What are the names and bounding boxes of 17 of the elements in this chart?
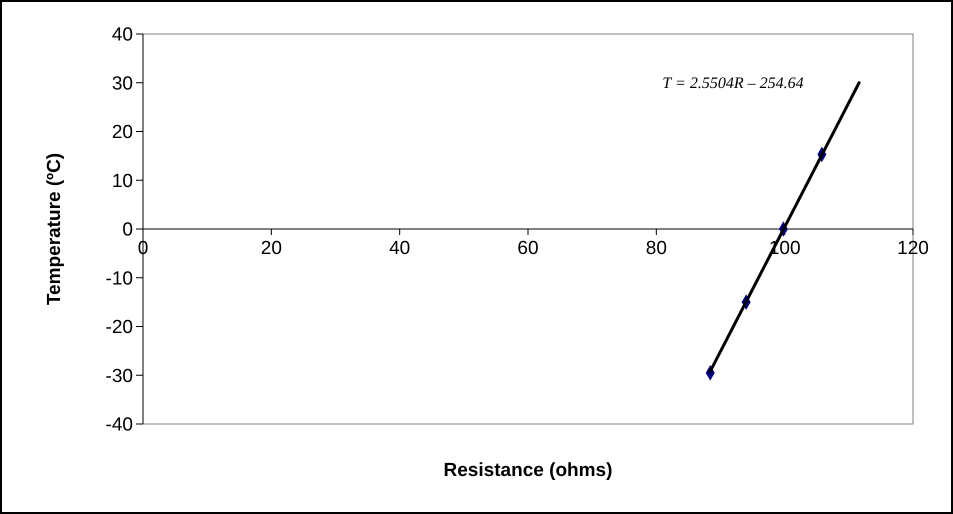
- y-axis-title: Temperature (ºC): [44, 152, 65, 306]
- x-tick-label: 80: [646, 238, 667, 259]
- y-tick-label: -10: [106, 268, 133, 290]
- y-tick-label: 0: [122, 220, 133, 241]
- x-axis-title: Resistance (ohms): [444, 460, 612, 481]
- x-tick-label: 60: [517, 238, 539, 259]
- y-tick-label: -30: [106, 366, 133, 387]
- annotation: T = 2.5504R – 254.64: [662, 75, 804, 92]
- y-tick-label: 20: [112, 122, 133, 144]
- y-tick-label: -20: [106, 317, 133, 338]
- x-tick-label: 40: [389, 238, 410, 259]
- x-tick-label: 20: [260, 238, 282, 259]
- y-tick-label: -40: [106, 414, 133, 436]
- x-tick-label: 120: [897, 238, 929, 259]
- y-tick-label: 40: [112, 24, 133, 46]
- y-tick-label: 30: [112, 73, 133, 94]
- y-tick-label: 10: [112, 170, 133, 192]
